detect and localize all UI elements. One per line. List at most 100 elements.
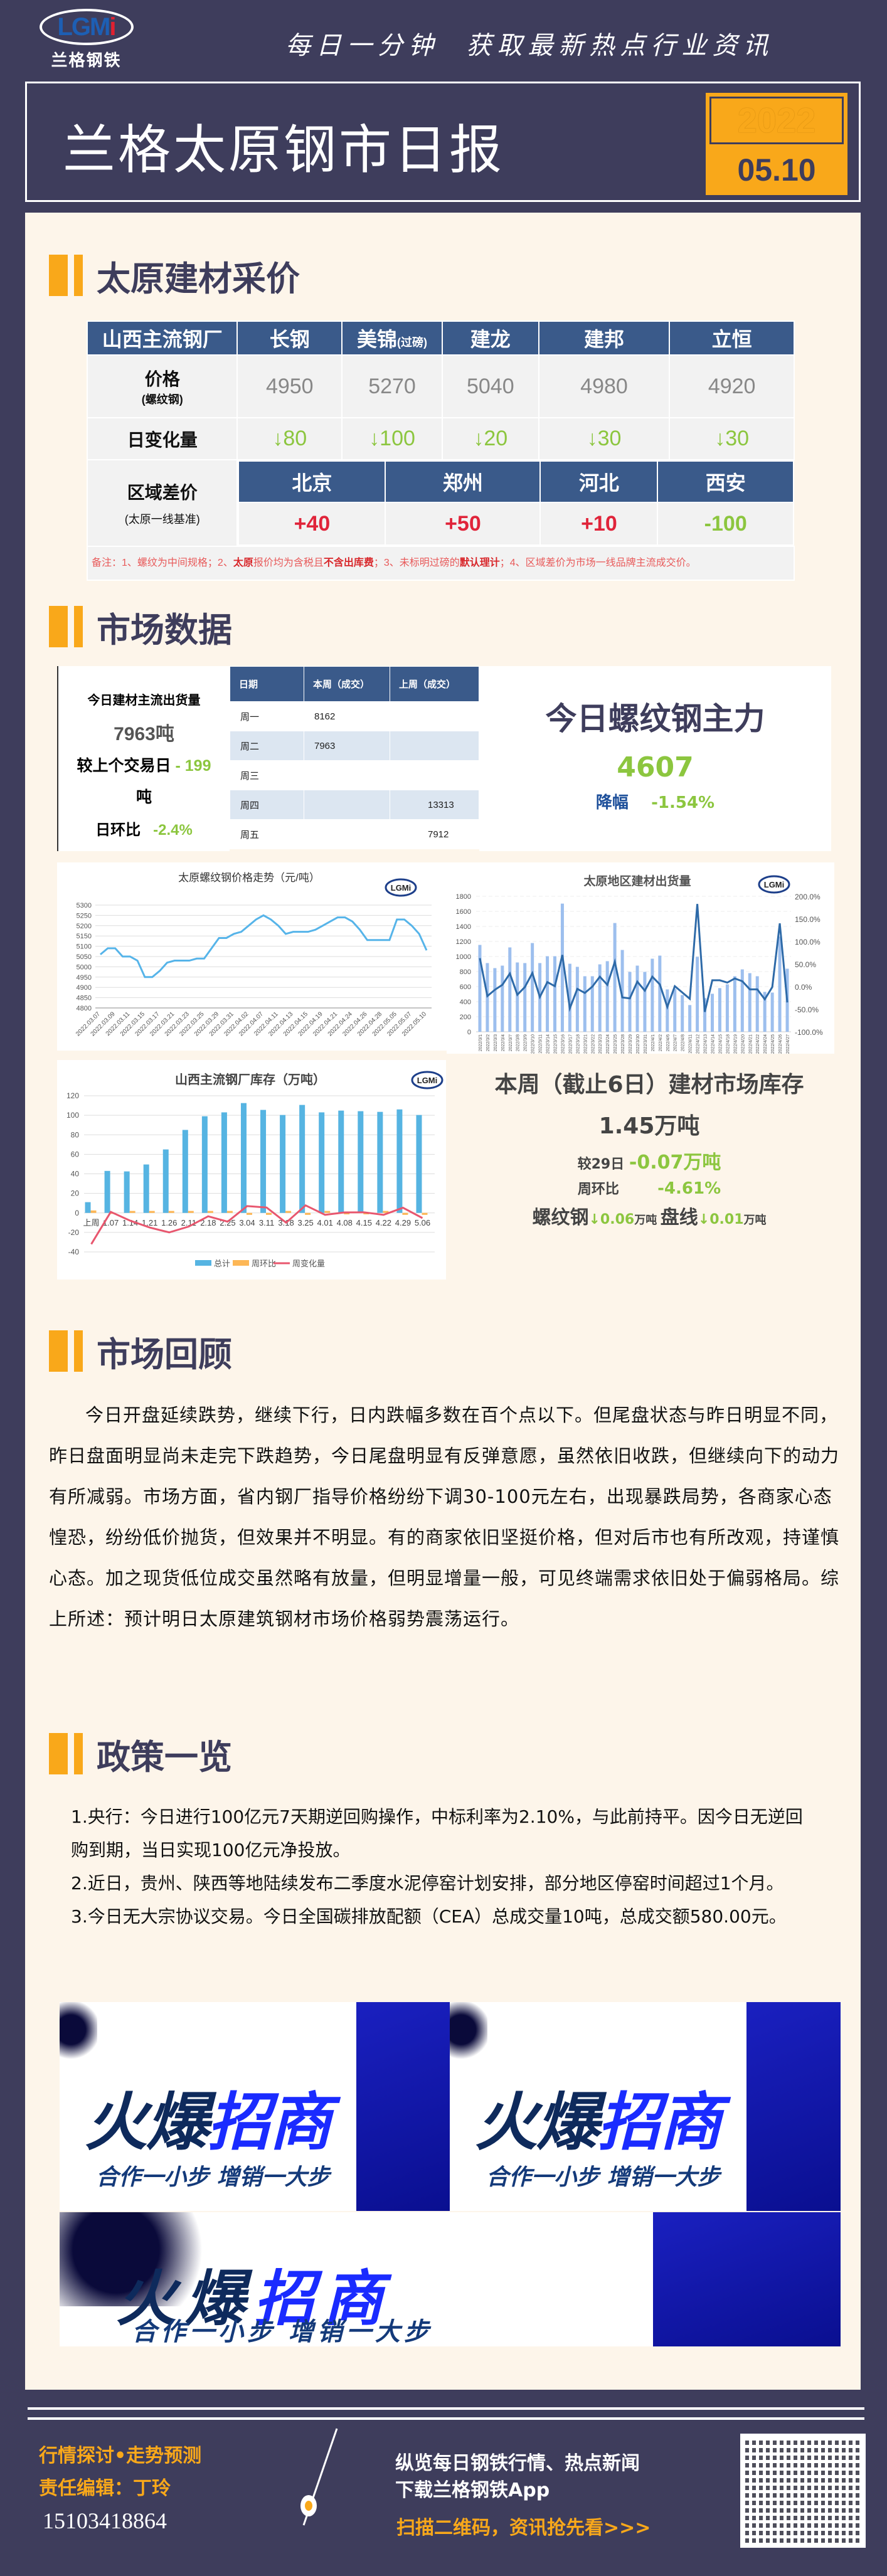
price-label: 价格 (螺纹钢) [86,354,238,418]
x-tick-label: 2022/4/13 [704,1034,708,1054]
rebar-change: 降幅 -1.54% [595,793,715,812]
wow-bar [226,1211,233,1213]
shipment-chart: 太原地区建材出货量 LGMi 0 200 400 600 800 1000 1200 1400 16… [447,862,834,1054]
x-tick-label: 2022/3/16 [561,1034,565,1054]
shipment-bar [763,992,767,1032]
x-tick-label: 2022/3/24 [606,1034,610,1054]
total-bar [201,1116,208,1213]
shipment-bar [598,964,602,1032]
footer-divider [28,2407,864,2420]
cell: 周四 [230,790,304,820]
x-tick-label: 2022/4/19 [733,1034,738,1054]
x-tick-label: 2022/4/25 [771,1034,775,1054]
table-row: 周二 7963 [230,731,479,761]
chart-logo-text: LGMi [417,1076,438,1085]
y-tick-label: 5000 [77,963,92,971]
y-right-tick-label: 100.0% [795,938,821,946]
shipment-bar [740,969,744,1032]
slogan: 每日一分钟 获取最新热点行业资讯 [285,31,774,60]
section-bar [49,1330,68,1372]
x-tick-label: 2022/3/22 [591,1034,595,1054]
x-tick-label: 2022/3/9 [524,1034,528,1051]
cell [304,819,390,849]
x-tick-label: 2022/4/15 [718,1034,723,1054]
x-tick-label: 2022/3/15 [554,1034,558,1054]
footer-cta[interactable]: 扫描二维码，资讯抢先看>>> [396,2517,651,2539]
chart-logo-text: LGMi [764,880,785,889]
x-tick-label: 2022/4/6 [666,1034,671,1051]
region-diff: +10 [539,502,659,546]
x-tick-label: 3.25 [297,1218,313,1227]
shipment-bar [666,989,669,1032]
shipment-summary: 今日建材主流出货量 7963吨 较上个交易日 - 199 吨 日环比 -2.4% [57,666,230,851]
shipment-bar [501,965,504,1032]
total-bar [143,1164,149,1213]
y-tick-label: 5150 [77,933,92,940]
x-tick-label: 2022/4/14 [711,1034,716,1054]
wow-bar [188,1211,194,1213]
y-tick-label: 120 [66,1091,79,1100]
policy-item: 3.今日无大宗协议交易。今日全国碳排放配额（CEA）总成交量10吨，总成交额58… [71,1906,787,1927]
change-cell: ↓30 [669,417,795,460]
legend-swatch [233,1260,249,1266]
y-left-tick-label: 200 [460,1014,471,1021]
mill-header: 建龙 [441,321,539,356]
ad-tagline: 合作一小步 增销一大步 [132,2318,433,2346]
y-tick-label: 5100 [77,943,92,951]
vs-prev-unit: 吨 [135,788,152,806]
shipment-bar [711,994,714,1032]
vs-prev: 较上个交易日 - 199 [77,757,211,775]
x-tick-label: 2022/3/17 [568,1034,573,1054]
qr-code[interactable] [740,2434,866,2548]
section-title: 政策一览 [97,1737,232,1777]
change-cell: ↓30 [538,417,671,460]
price-cell: 4920 [669,354,795,418]
x-tick-label: 1.21 [142,1218,157,1227]
y-tick-label: 4800 [77,1005,92,1012]
shipment-bar [553,956,556,1032]
y-tick-label: 5250 [77,912,92,920]
x-tick-label: 2022/3/14 [546,1034,551,1054]
x-tick-label: 2022/3/25 [613,1034,618,1054]
x-tick-label: 2022/4/20 [741,1034,745,1054]
x-tick-label: 2022/3/4 [501,1034,506,1051]
x-tick-label: 4.15 [356,1218,372,1227]
mill-header: 建邦 [538,321,671,356]
x-tick-label: 4.22 [376,1218,391,1227]
shipment-bar [703,998,707,1032]
y-tick-label: 4900 [77,984,92,992]
chart-logo-icon [385,878,417,897]
shipment-bar [651,958,654,1032]
x-tick-label: 2022/3/11 [539,1034,543,1054]
x-tick-label: 2022/4/22 [756,1034,760,1054]
wow-bar [422,1212,428,1215]
total-bar [319,1112,325,1213]
ink-splash [60,2212,248,2306]
x-tick-label: 2022/3/29 [629,1034,633,1054]
price-cell: 4950 [236,354,343,418]
x-tick-label: 2022/4/11 [689,1034,693,1054]
x-tick-label: 2022/4/8 [681,1034,686,1051]
x-tick-label: 1.14 [122,1218,138,1227]
y-tick-label: 60 [71,1150,80,1158]
ad-banner[interactable]: 火爆招商 合作一小步 增销一大步 [450,2002,841,2211]
inventory-value: 1.45万吨 [598,1113,700,1139]
section-title: 太原建材采价 [97,258,300,299]
cell [390,701,479,731]
section-header-market: 市场数据 [49,606,232,650]
shipment-bar [673,989,677,1032]
total-bar [299,1105,305,1213]
inventory-vs: 较29日 -0.07万吨 [577,1152,721,1174]
inventory-summary: 本周（截止6日）建材市场库存 1.45万吨 较29日 -0.07万吨 周环比 -… [461,1066,837,1229]
rebar-price-chart: 太原螺纹钢价格走势（元/吨） LGMi 4800 4850 4900 4950 5000 50… [57,862,447,1051]
ad-tagline: 合作一小步 增销一大步 [486,2165,720,2190]
shipment-bar [658,955,662,1032]
title-frame [25,82,861,202]
shipment-bar [568,963,571,1032]
y-tick-label: 40 [71,1170,80,1179]
ad-banner-wide[interactable]: 火爆招商 合作一小步 增销一大步 [60,2212,841,2346]
cell [390,760,479,790]
y-tick-label: -20 [68,1228,80,1237]
ad-banner[interactable]: 火爆招商 合作一小步 增销一大步 [60,2002,450,2211]
chart-title: 太原螺纹钢价格走势（元/吨） [178,872,320,884]
